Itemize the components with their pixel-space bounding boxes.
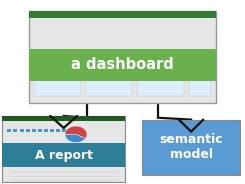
Bar — [69, 129, 73, 132]
FancyBboxPatch shape — [2, 116, 125, 182]
FancyBboxPatch shape — [29, 49, 216, 81]
Bar — [32, 129, 36, 132]
Bar — [137, 77, 184, 96]
Wedge shape — [65, 134, 86, 143]
Text: semantic
model: semantic model — [159, 133, 223, 161]
Bar — [7, 129, 11, 132]
Bar — [44, 129, 48, 132]
Bar — [86, 77, 132, 96]
Bar — [50, 129, 54, 132]
Bar — [38, 129, 42, 132]
FancyBboxPatch shape — [2, 143, 125, 167]
Bar — [29, 11, 216, 18]
FancyBboxPatch shape — [29, 11, 216, 103]
Bar — [26, 129, 30, 132]
Bar — [13, 129, 17, 132]
Text: a dashboard: a dashboard — [71, 57, 174, 72]
Bar — [20, 129, 24, 132]
Bar — [34, 77, 81, 96]
Bar — [189, 77, 211, 96]
Bar — [62, 129, 66, 132]
Bar — [56, 129, 60, 132]
FancyBboxPatch shape — [142, 120, 240, 175]
Text: A report: A report — [35, 148, 93, 162]
Wedge shape — [65, 126, 87, 138]
Bar — [2, 116, 125, 121]
